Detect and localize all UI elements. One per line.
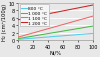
Y-axis label: H₂ (cm³/100g): H₂ (cm³/100g) <box>2 4 7 40</box>
X-axis label: Ni/%: Ni/% <box>50 50 62 55</box>
Legend: 800 °C, 1 000 °C, 1 100 °C, 1 200 °C: 800 °C, 1 000 °C, 1 100 °C, 1 200 °C <box>20 5 49 27</box>
